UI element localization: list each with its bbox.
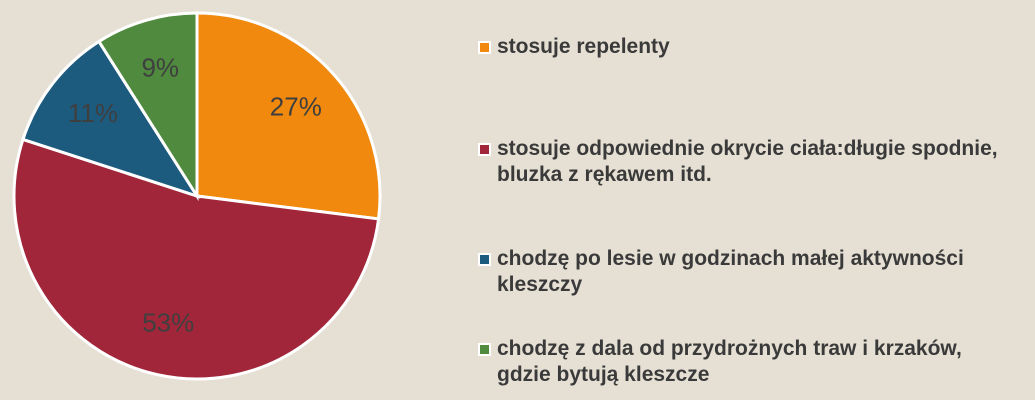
data-label: 53% bbox=[142, 307, 194, 337]
legend-item: chodzę z dala od przydrożnych traw i krz… bbox=[478, 336, 998, 388]
pie-slice bbox=[12, 137, 381, 381]
data-label: 27% bbox=[270, 92, 322, 122]
pie-slice bbox=[96, 11, 199, 202]
data-label: 9% bbox=[141, 52, 179, 82]
legend-swatch bbox=[478, 343, 491, 356]
pie-slice bbox=[21, 39, 201, 199]
legend-label: chodzę po lesie w godzinach małej aktywn… bbox=[497, 247, 964, 296]
legend-item: stosuje repelenty bbox=[478, 34, 998, 60]
pie-slice bbox=[195, 11, 382, 221]
legend-label: stosuje odpowiednie okrycie ciała:długie… bbox=[497, 137, 998, 186]
legend-swatch bbox=[478, 41, 491, 54]
legend-label: stosuje repelenty bbox=[497, 35, 670, 58]
legend-label: chodzę z dala od przydrożnych traw i krz… bbox=[497, 337, 962, 386]
legend-item: stosuje odpowiednie okrycie ciała:długie… bbox=[478, 136, 998, 188]
data-label: 11% bbox=[68, 98, 118, 128]
legend-item: chodzę po lesie w godzinach małej aktywn… bbox=[478, 246, 998, 298]
legend-swatch bbox=[478, 143, 491, 156]
legend-swatch bbox=[478, 253, 491, 266]
